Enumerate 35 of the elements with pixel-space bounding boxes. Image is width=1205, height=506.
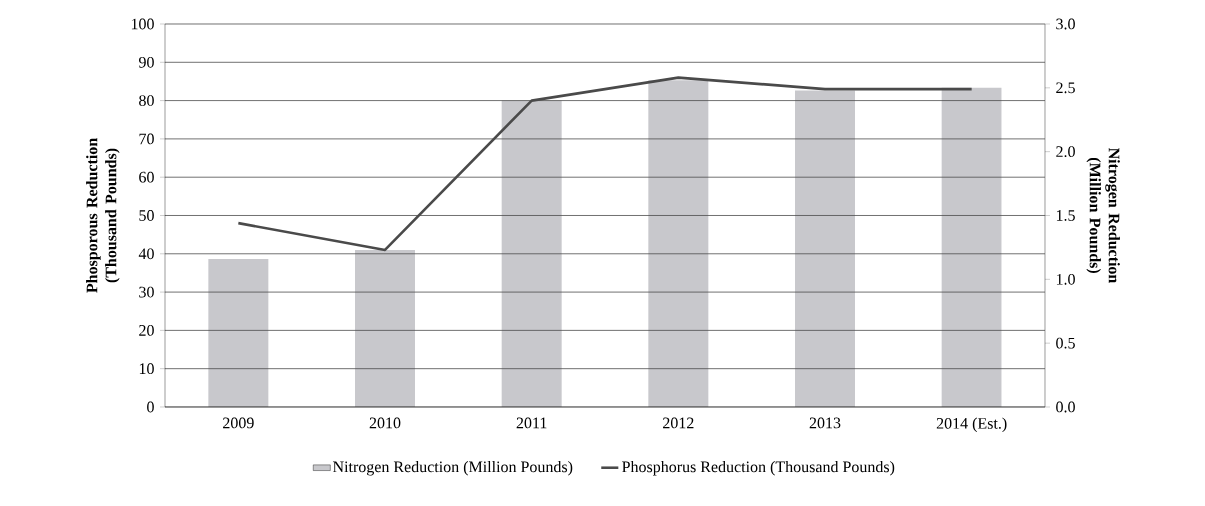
y-tick-label: 20	[139, 325, 154, 336]
y-tick-label: 0	[147, 401, 154, 413]
y-tick-label: 70	[139, 133, 154, 145]
y-axis-title: Phosporous Reduction (Thousand Pounds)	[86, 138, 120, 293]
x-tick-label: 2013	[809, 417, 841, 429]
bar	[941, 87, 1002, 407]
line-series	[237, 76, 973, 252]
y-tick-label: 50	[139, 210, 154, 221]
y2-axis-title: Nitrogen Reduction (Million Pounds)	[1086, 147, 1120, 284]
legend-label: Phosphorus Reduction (Thousand Pounds)	[622, 460, 895, 476]
y2-tick-label: 2.5	[1056, 82, 1075, 94]
x-tick-label: 2012	[663, 417, 694, 429]
y2-tick-label: 0.5	[1056, 337, 1075, 349]
bar	[648, 80, 709, 407]
y-tick-label: 100	[131, 18, 154, 30]
y2-tick-label: 0.0	[1056, 401, 1075, 413]
y2-tick-label: 2.0	[1056, 146, 1075, 158]
x-tick-label: 2010	[369, 417, 401, 429]
y2-tick-label: 3.0	[1056, 18, 1075, 30]
bar	[355, 249, 416, 407]
y2-tick-label: 1.5	[1056, 210, 1075, 221]
x-tick-label: 2009	[223, 417, 254, 429]
x-tick-label: 2011	[516, 417, 547, 429]
y-tick-label: 60	[139, 171, 154, 183]
y-tick-label: 10	[139, 363, 154, 375]
legend-label: Nitrogen Reduction (Million Pounds)	[332, 460, 573, 476]
y-tick-label: 40	[138, 248, 154, 260]
x-tick-label: 2014 (Est.)	[936, 417, 1007, 433]
bar	[501, 100, 562, 407]
y-tick-label: 80	[139, 95, 154, 106]
bar	[208, 258, 269, 407]
y-tick-label: 30	[139, 286, 154, 298]
bar	[795, 90, 855, 407]
y2-tick-label: 1.0	[1056, 273, 1075, 285]
y-tick-label: 90	[139, 56, 154, 68]
